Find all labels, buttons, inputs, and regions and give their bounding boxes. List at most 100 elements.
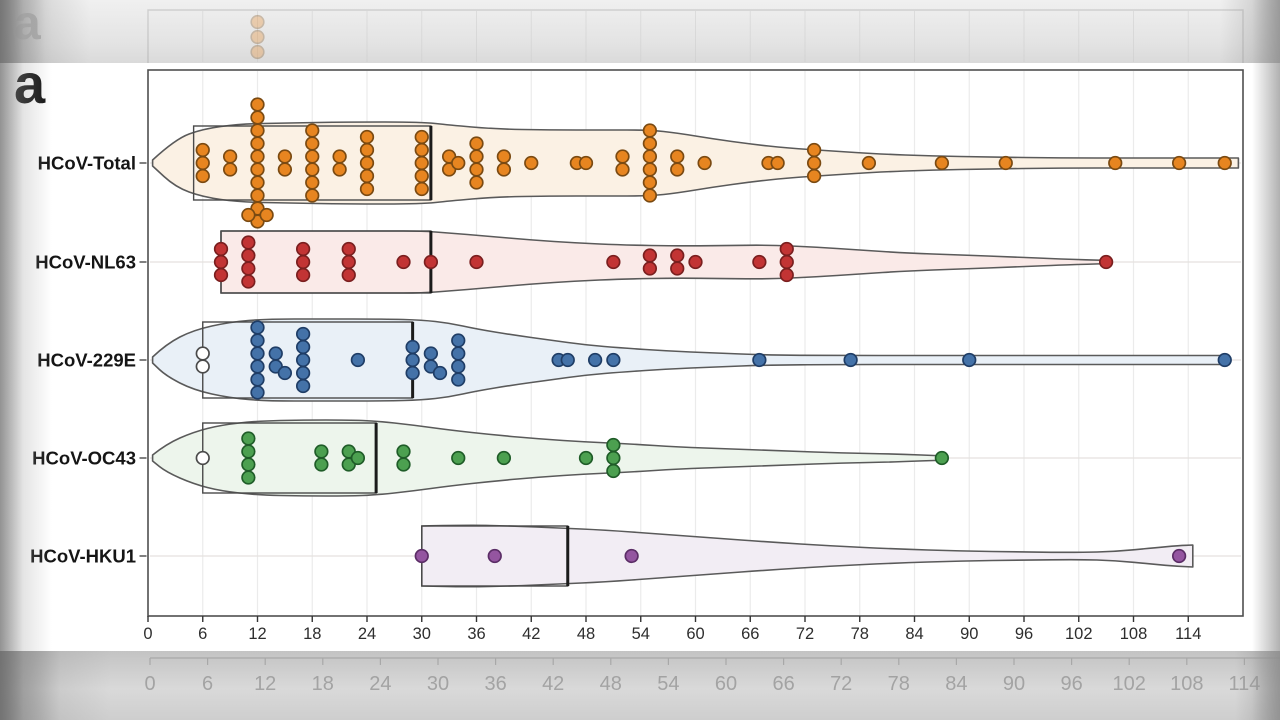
point bbox=[770, 155, 785, 171]
point bbox=[615, 149, 630, 164]
point bbox=[752, 254, 767, 270]
top-reflection-strip bbox=[0, 0, 1280, 63]
data-points-hcov-hku1 bbox=[414, 548, 1187, 564]
point bbox=[250, 333, 265, 348]
point bbox=[642, 149, 658, 164]
point bbox=[451, 359, 466, 374]
reflected-point bbox=[250, 14, 265, 30]
point bbox=[423, 254, 439, 270]
reflected-tick-label-78: 78 bbox=[888, 673, 910, 695]
point bbox=[295, 378, 311, 394]
reflected-tick-label-114: 114 bbox=[1228, 673, 1260, 695]
point bbox=[469, 136, 484, 151]
point bbox=[277, 149, 293, 164]
point bbox=[295, 254, 311, 270]
point bbox=[469, 254, 484, 270]
point bbox=[405, 339, 420, 355]
point bbox=[779, 254, 794, 270]
category-label-hcov-oc43: HCoV-OC43 bbox=[32, 448, 136, 469]
point bbox=[359, 168, 375, 184]
point bbox=[670, 261, 685, 276]
x-tick-label-30: 30 bbox=[413, 625, 431, 643]
point bbox=[642, 261, 658, 276]
reflected-tick-label-108: 108 bbox=[1170, 673, 1203, 695]
point bbox=[195, 346, 210, 361]
point bbox=[469, 149, 484, 164]
data-points-hcov-oc43 bbox=[195, 431, 950, 485]
x-tick-label-12: 12 bbox=[248, 625, 266, 643]
faded-panel-label-reflection: a bbox=[14, 0, 41, 50]
point bbox=[688, 254, 703, 270]
point bbox=[241, 457, 256, 472]
point bbox=[305, 188, 320, 203]
point bbox=[469, 175, 484, 190]
x-tick-label-114: 114 bbox=[1175, 625, 1201, 643]
reflected-tick-label-102: 102 bbox=[1113, 673, 1146, 695]
reflected-tick-label-72: 72 bbox=[830, 673, 852, 695]
category-label-hcov-nl63: HCoV-NL63 bbox=[35, 252, 136, 273]
x-tick-label-96: 96 bbox=[1015, 625, 1033, 643]
point bbox=[241, 444, 256, 459]
point bbox=[241, 470, 256, 485]
point bbox=[305, 162, 320, 177]
point bbox=[451, 346, 466, 361]
point bbox=[670, 162, 685, 177]
data-points-hcov-nl63 bbox=[213, 235, 1114, 289]
point bbox=[405, 352, 420, 368]
point bbox=[195, 155, 210, 171]
point bbox=[222, 149, 238, 164]
point bbox=[524, 155, 539, 171]
point bbox=[843, 352, 858, 368]
point bbox=[642, 175, 658, 190]
reflected-tick-label-18: 18 bbox=[312, 673, 334, 695]
point bbox=[469, 162, 484, 177]
x-tick-label-102: 102 bbox=[1065, 625, 1093, 643]
point bbox=[414, 548, 429, 564]
point bbox=[332, 149, 347, 164]
panel-label: a bbox=[14, 52, 46, 115]
point bbox=[396, 457, 411, 472]
point bbox=[295, 365, 311, 381]
point bbox=[423, 346, 439, 361]
point bbox=[359, 142, 375, 158]
row-hcov-229e bbox=[151, 318, 1232, 402]
point bbox=[606, 463, 621, 479]
x-tick-label-42: 42 bbox=[522, 625, 540, 643]
point bbox=[806, 142, 822, 158]
bottom-reflection-axis: 0 6 12 18 24 30 36 42 48 54 60 66 72 78 84 90 96 102 108 11… bbox=[144, 657, 1280, 695]
point bbox=[1217, 155, 1232, 171]
x-tick-label-72: 72 bbox=[796, 625, 814, 643]
point bbox=[451, 155, 466, 171]
point bbox=[578, 450, 594, 466]
point bbox=[250, 110, 265, 125]
reflected-tick-label-84: 84 bbox=[945, 673, 967, 695]
point bbox=[359, 155, 375, 171]
x-tick-label-48: 48 bbox=[577, 625, 595, 643]
reflected-tick-label-24: 24 bbox=[369, 673, 391, 695]
point bbox=[405, 365, 420, 381]
point bbox=[396, 254, 411, 270]
point bbox=[1108, 155, 1123, 171]
point bbox=[998, 155, 1013, 171]
x-tick-label-66: 66 bbox=[741, 625, 759, 643]
point bbox=[213, 267, 229, 283]
point bbox=[606, 437, 621, 453]
point bbox=[496, 149, 512, 164]
point bbox=[250, 136, 265, 151]
point bbox=[259, 207, 274, 223]
point bbox=[861, 155, 877, 171]
point bbox=[934, 155, 950, 171]
point bbox=[195, 142, 210, 158]
reflected-tick-label-36: 36 bbox=[484, 673, 506, 695]
point bbox=[314, 457, 329, 472]
point bbox=[350, 352, 366, 368]
point bbox=[414, 181, 429, 197]
point bbox=[414, 142, 429, 158]
reflected-tick-label-96: 96 bbox=[1060, 673, 1082, 695]
reflected-plot-border bbox=[147, 9, 1244, 63]
point bbox=[195, 168, 210, 184]
point bbox=[277, 162, 293, 177]
x-tick-label-84: 84 bbox=[905, 625, 923, 643]
reflected-tick-label-54: 54 bbox=[657, 673, 679, 695]
point bbox=[222, 162, 238, 177]
